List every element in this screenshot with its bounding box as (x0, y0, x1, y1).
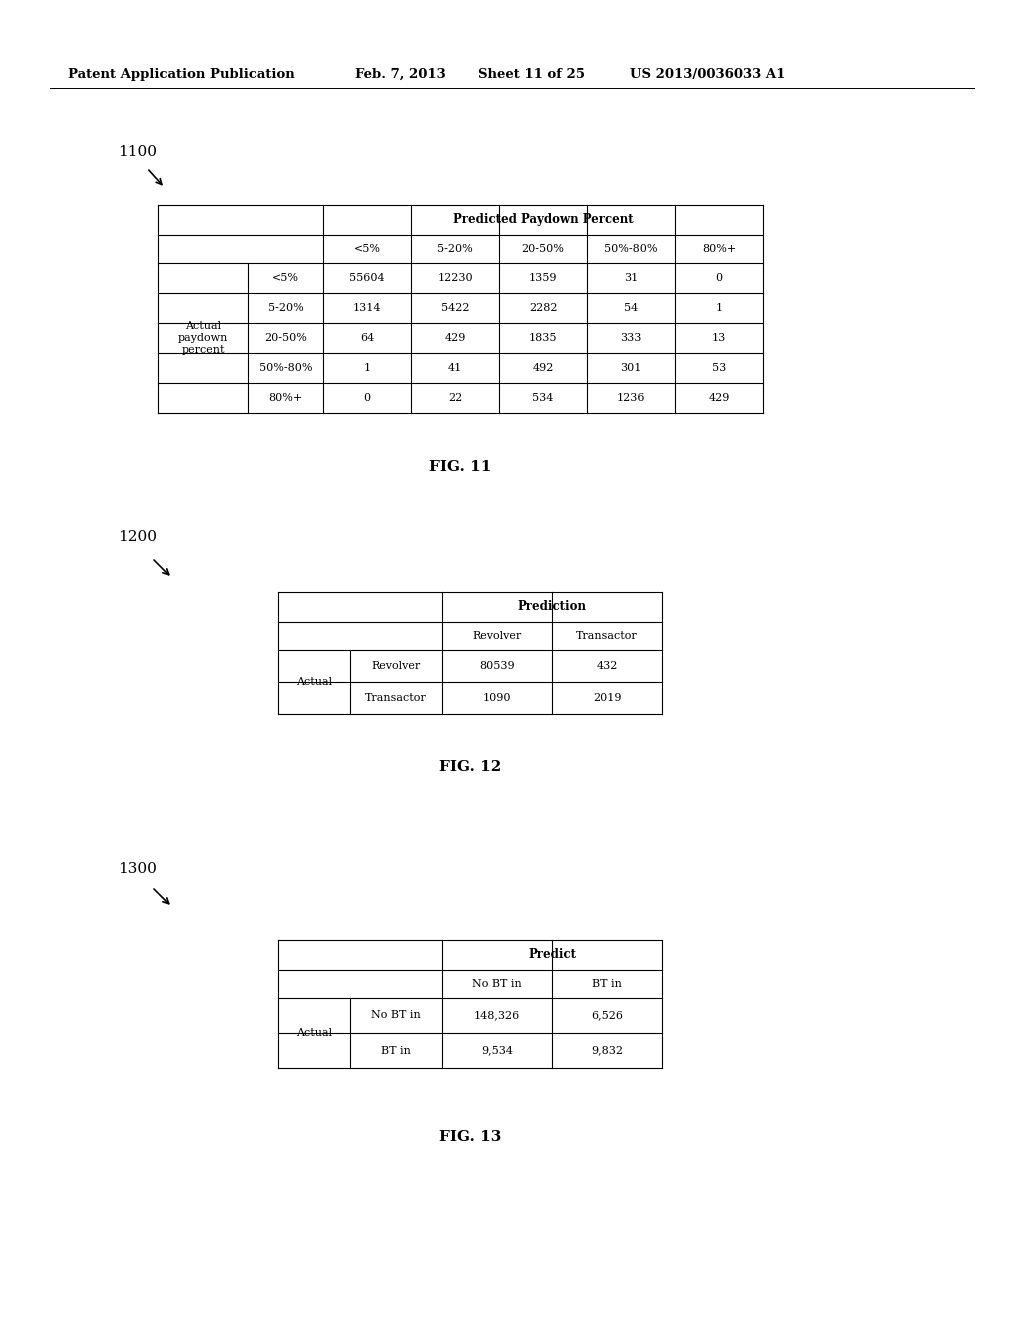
Text: 5422: 5422 (440, 304, 469, 313)
Text: 1090: 1090 (482, 693, 511, 704)
Text: 1314: 1314 (352, 304, 381, 313)
Text: 5-20%: 5-20% (437, 244, 473, 253)
Text: Prediction: Prediction (517, 601, 587, 614)
Text: 1100: 1100 (118, 145, 157, 158)
Text: 54: 54 (624, 304, 638, 313)
Text: BT in: BT in (381, 1045, 411, 1056)
Text: Transactor: Transactor (366, 693, 427, 704)
Text: Feb. 7, 2013: Feb. 7, 2013 (355, 69, 445, 81)
Text: 20-50%: 20-50% (264, 333, 307, 343)
Text: 13: 13 (712, 333, 726, 343)
Text: 1: 1 (716, 304, 723, 313)
Text: US 2013/0036033 A1: US 2013/0036033 A1 (630, 69, 785, 81)
Text: Predict: Predict (528, 949, 575, 961)
Text: 64: 64 (359, 333, 374, 343)
Text: 22: 22 (447, 393, 462, 403)
Text: 9,534: 9,534 (481, 1045, 513, 1056)
Text: 333: 333 (621, 333, 642, 343)
Text: 2282: 2282 (528, 304, 557, 313)
Text: No BT in: No BT in (472, 979, 522, 989)
Text: 1359: 1359 (528, 273, 557, 282)
Text: 80%+: 80%+ (701, 244, 736, 253)
Text: 432: 432 (596, 661, 617, 671)
Text: Revolver: Revolver (372, 661, 421, 671)
Text: 31: 31 (624, 273, 638, 282)
Text: 12230: 12230 (437, 273, 473, 282)
Text: 2019: 2019 (593, 693, 622, 704)
Text: 1300: 1300 (118, 862, 157, 876)
Text: 80%+: 80%+ (268, 393, 303, 403)
Text: Revolver: Revolver (472, 631, 521, 642)
Text: 148,326: 148,326 (474, 1011, 520, 1020)
Text: Sheet 11 of 25: Sheet 11 of 25 (478, 69, 585, 81)
Text: Transactor: Transactor (577, 631, 638, 642)
Text: Patent Application Publication: Patent Application Publication (68, 69, 295, 81)
Text: 1200: 1200 (118, 531, 157, 544)
Text: <5%: <5% (353, 244, 381, 253)
Text: 534: 534 (532, 393, 554, 403)
Text: Actual: Actual (296, 1028, 332, 1038)
Text: Actual: Actual (296, 677, 332, 686)
Text: 9,832: 9,832 (591, 1045, 623, 1056)
Text: 20-50%: 20-50% (521, 244, 564, 253)
Text: Actual
paydown
percent: Actual paydown percent (178, 321, 228, 355)
Text: 6,526: 6,526 (591, 1011, 623, 1020)
Text: 50%-80%: 50%-80% (604, 244, 657, 253)
Text: FIG. 13: FIG. 13 (439, 1130, 501, 1144)
Text: 53: 53 (712, 363, 726, 374)
Text: 80539: 80539 (479, 661, 515, 671)
Text: 1: 1 (364, 363, 371, 374)
Text: 50%-80%: 50%-80% (259, 363, 312, 374)
Text: BT in: BT in (592, 979, 622, 989)
Text: FIG. 12: FIG. 12 (439, 760, 501, 774)
Text: 1236: 1236 (616, 393, 645, 403)
Text: 41: 41 (447, 363, 462, 374)
Text: 301: 301 (621, 363, 642, 374)
Text: 55604: 55604 (349, 273, 385, 282)
Text: 429: 429 (709, 393, 730, 403)
Text: 1835: 1835 (528, 333, 557, 343)
Text: <5%: <5% (272, 273, 299, 282)
Text: 0: 0 (716, 273, 723, 282)
Text: No BT in: No BT in (371, 1011, 421, 1020)
Text: Predicted Paydown Percent: Predicted Paydown Percent (453, 214, 633, 227)
Text: FIG. 11: FIG. 11 (429, 459, 492, 474)
Text: 429: 429 (444, 333, 466, 343)
Text: 492: 492 (532, 363, 554, 374)
Text: 0: 0 (364, 393, 371, 403)
Text: 5-20%: 5-20% (267, 304, 303, 313)
